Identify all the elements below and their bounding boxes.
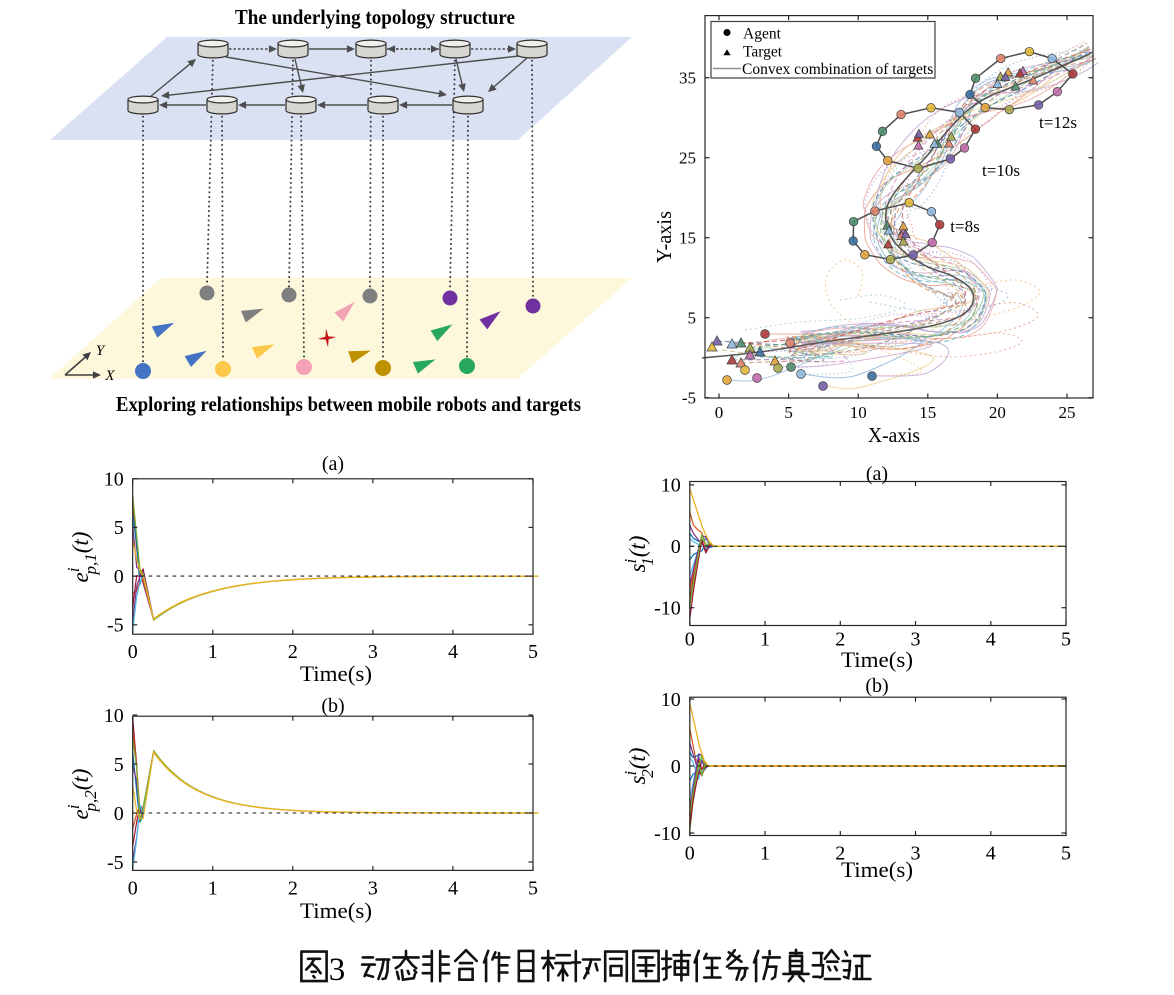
svg-text:25: 25 xyxy=(679,148,696,167)
svg-text:20: 20 xyxy=(989,403,1006,422)
svg-text:(a): (a) xyxy=(866,463,888,485)
svg-text:(a): (a) xyxy=(322,453,344,475)
svg-text:0: 0 xyxy=(128,641,138,663)
svg-text:0: 0 xyxy=(685,629,695,651)
svg-text:35: 35 xyxy=(679,68,696,87)
svg-text:25: 25 xyxy=(1059,403,1076,422)
svg-text:Agent: Agent xyxy=(743,26,782,43)
svg-text:10: 10 xyxy=(661,475,681,497)
svg-text:4: 4 xyxy=(448,877,458,899)
svg-text:Time(s): Time(s) xyxy=(300,661,372,686)
svg-text:1: 1 xyxy=(208,641,218,663)
svg-text:2: 2 xyxy=(288,877,298,899)
svg-text:-5: -5 xyxy=(107,852,124,874)
svg-text:-5: -5 xyxy=(107,615,124,637)
svg-text:5: 5 xyxy=(1061,629,1071,651)
svg-text:(b): (b) xyxy=(865,675,888,697)
svg-text:Y-axis: Y-axis xyxy=(652,211,676,263)
svg-text:3: 3 xyxy=(911,843,921,865)
svg-text:0: 0 xyxy=(114,566,124,588)
svg-text:X-axis: X-axis xyxy=(868,423,920,447)
svg-text:t=10s: t=10s xyxy=(982,161,1020,180)
svg-text:4: 4 xyxy=(986,843,996,865)
svg-text:1: 1 xyxy=(760,843,770,865)
svg-text:5: 5 xyxy=(114,517,124,539)
svg-text:Time(s): Time(s) xyxy=(841,647,913,672)
svg-text:Exploring relationships betwee: Exploring relationships between mobile r… xyxy=(116,392,581,416)
svg-text:si1(t): si1(t) xyxy=(621,536,657,573)
svg-text:5: 5 xyxy=(784,403,793,422)
svg-text:2: 2 xyxy=(835,843,845,865)
svg-text:10: 10 xyxy=(104,469,124,491)
svg-text:5: 5 xyxy=(114,754,124,776)
svg-text:0: 0 xyxy=(128,877,138,899)
svg-text:2: 2 xyxy=(288,641,298,663)
svg-text:2: 2 xyxy=(835,629,845,651)
svg-text:0: 0 xyxy=(685,843,695,865)
svg-text:si2(t): si2(t) xyxy=(621,748,657,785)
svg-text:eip,2(t): eip,2(t) xyxy=(64,769,100,820)
svg-text:Time(s): Time(s) xyxy=(841,857,913,882)
svg-text:Convex combination of targets: Convex combination of targets xyxy=(742,61,933,78)
svg-text:(b): (b) xyxy=(321,695,344,717)
svg-text:5: 5 xyxy=(1061,843,1071,865)
svg-text:eip,1(t): eip,1(t) xyxy=(64,532,100,583)
svg-text:5: 5 xyxy=(688,308,697,327)
svg-text:Target: Target xyxy=(743,44,783,61)
svg-text:4: 4 xyxy=(986,629,996,651)
svg-text:3: 3 xyxy=(911,629,921,651)
svg-text:t=12s: t=12s xyxy=(1039,113,1077,132)
svg-text:3: 3 xyxy=(368,641,378,663)
svg-text:3: 3 xyxy=(368,877,378,899)
svg-text:Time(s): Time(s) xyxy=(300,898,372,923)
svg-text:-10: -10 xyxy=(654,598,681,620)
svg-text:4: 4 xyxy=(448,641,458,663)
svg-text:0: 0 xyxy=(671,756,681,778)
svg-text:15: 15 xyxy=(679,228,696,247)
svg-text:3: 3 xyxy=(329,952,346,988)
svg-text:5: 5 xyxy=(528,641,538,663)
svg-text:10: 10 xyxy=(661,689,681,711)
svg-text:The underlying topology struct: The underlying topology structure xyxy=(235,5,515,29)
svg-text:1: 1 xyxy=(208,877,218,899)
svg-text:10: 10 xyxy=(104,705,124,727)
svg-text:t=8s: t=8s xyxy=(950,217,979,236)
svg-text:0: 0 xyxy=(715,403,724,422)
svg-text:-10: -10 xyxy=(654,823,681,845)
svg-text:0: 0 xyxy=(114,803,124,825)
svg-text:X: X xyxy=(104,368,115,384)
svg-text:15: 15 xyxy=(919,403,936,422)
svg-text:-5: -5 xyxy=(682,388,696,407)
svg-text:0: 0 xyxy=(671,536,681,558)
svg-text:5: 5 xyxy=(528,877,538,899)
svg-text:Y: Y xyxy=(96,343,106,359)
svg-text:1: 1 xyxy=(760,629,770,651)
svg-text:10: 10 xyxy=(850,403,867,422)
